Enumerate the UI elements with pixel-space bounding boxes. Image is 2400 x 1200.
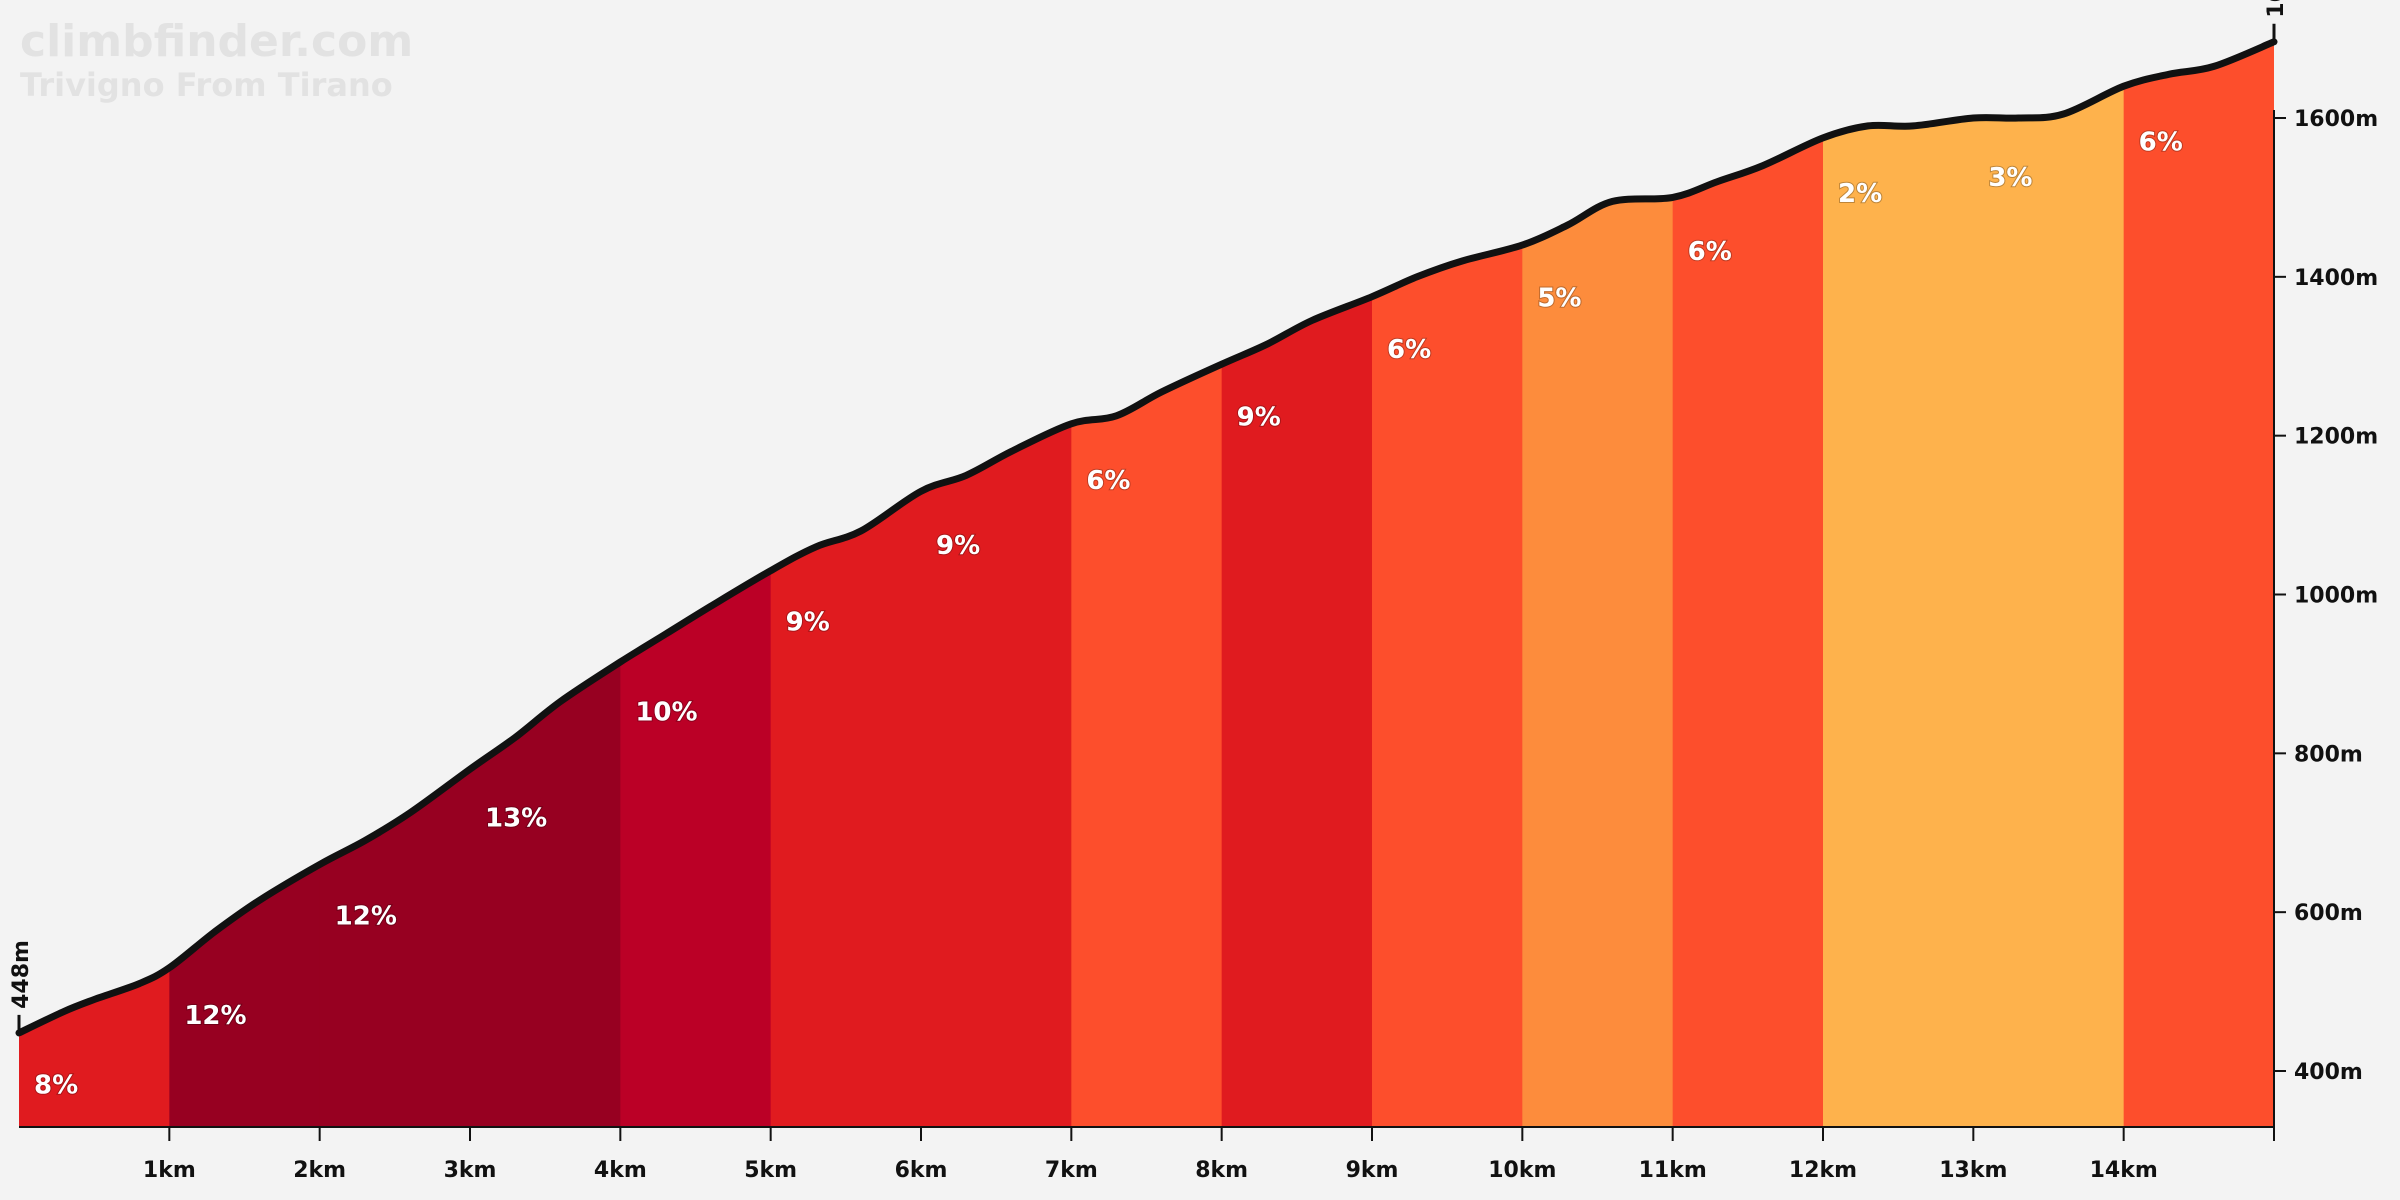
gradient-labels: 8% 12% 12% 13% 10% 9% 9% 6% 9% 6% 5% 6% 2% 3% 6% <box>33 126 2184 1101</box>
gradient-label: 6% <box>1086 466 1130 496</box>
profile-line-group <box>15 38 2278 1037</box>
gradient-segment <box>1672 41 1824 1127</box>
x-tick-label: 8km <box>1195 1158 1248 1183</box>
gradient-label: 5% <box>1537 283 1581 313</box>
start-elevation-label: 448m <box>9 940 34 1009</box>
x-tick-label: 2km <box>293 1158 346 1183</box>
gradient-label: 9% <box>1237 403 1281 433</box>
x-tick-label: 7km <box>1045 1158 1098 1183</box>
watermark-climb-title: Trivigno From Tirano <box>20 66 393 104</box>
endpoint-markers: 448m 1696m <box>9 0 2289 1033</box>
gradient-label: 9% <box>786 608 830 638</box>
end-elevation-label: 1696m <box>2264 0 2289 18</box>
gradient-label: 13% <box>485 804 547 834</box>
y-tick-label: 1200m <box>2294 425 2378 450</box>
profile-line <box>15 38 2278 1037</box>
gradient-label: 10% <box>635 698 697 728</box>
y-tick-label: 800m <box>2294 742 2363 767</box>
x-tick-label: 13km <box>1939 1158 2007 1183</box>
gradient-segment <box>319 41 471 1127</box>
x-tick-label: 14km <box>2090 1158 2158 1183</box>
y-tick-label: 400m <box>2294 1060 2363 1085</box>
y-tick-label: 1600m <box>2294 107 2378 132</box>
x-tick-label: 4km <box>594 1158 647 1183</box>
gradient-label: 3% <box>1988 163 2032 193</box>
gradient-label: 6% <box>1387 335 1431 365</box>
gradient-segment <box>770 41 922 1127</box>
gradient-segment <box>620 41 772 1127</box>
x-tick-label: 12km <box>1789 1158 1857 1183</box>
y-tick-label: 1400m <box>2294 266 2378 291</box>
gradient-segment <box>19 41 170 1127</box>
x-tick-label: 11km <box>1639 1158 1707 1183</box>
gradient-segment <box>1221 41 1373 1127</box>
x-tick-label: 6km <box>895 1158 948 1183</box>
gradient-segment <box>921 41 1072 1127</box>
gradient-segment <box>470 41 621 1127</box>
x-tick-label: 3km <box>444 1158 497 1183</box>
gradient-label: 12% <box>184 1001 246 1031</box>
y-tick-label: 600m <box>2294 901 2363 926</box>
x-axis: 1km 2km 3km 4km 5km 6km 7km 8km 9km 10km 11km 12km 1… <box>19 1126 2275 1183</box>
gradient-segment <box>169 41 321 1127</box>
gradient-segment <box>2123 41 2274 1127</box>
gradient-label: 12% <box>335 902 397 932</box>
x-tick-label: 5km <box>744 1158 797 1183</box>
watermark-site: climbfinder.com <box>20 16 413 67</box>
gradient-label: 6% <box>1688 237 1732 267</box>
gradient-segment <box>1823 41 1974 1127</box>
gradient-segment <box>1522 41 1674 1127</box>
gradient-segment <box>1372 41 1523 1127</box>
x-tick-label: 9km <box>1346 1158 1399 1183</box>
y-axis: 400m 600m 800m 1000m 1200m 1400m 1600m <box>2273 107 2378 1127</box>
gradient-segment <box>1071 41 1223 1127</box>
gradient-segment <box>1973 41 2125 1127</box>
y-tick-label: 1000m <box>2294 584 2378 609</box>
gradient-label: 6% <box>2139 127 2183 157</box>
gradient-label: 9% <box>936 531 980 561</box>
x-tick-label: 10km <box>1488 1158 1556 1183</box>
gradient-label: 2% <box>1838 179 1882 209</box>
gradient-label: 8% <box>34 1071 78 1101</box>
gradient-segments <box>19 41 2274 1127</box>
x-tick-label: 1km <box>143 1158 196 1183</box>
